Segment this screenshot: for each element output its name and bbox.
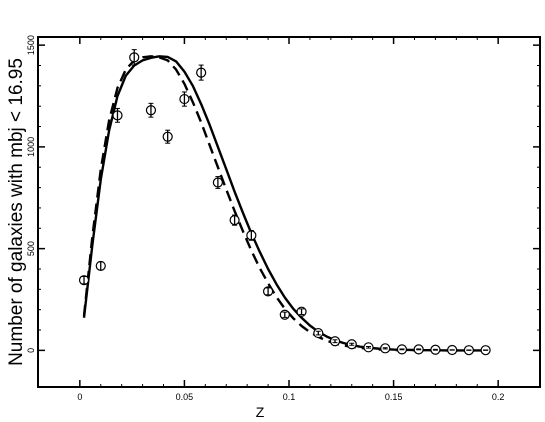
x-tick-label: 0	[77, 392, 82, 402]
x-tick-label: 0.15	[385, 392, 403, 402]
data-point	[413, 344, 424, 355]
data-point	[463, 345, 474, 356]
data-point	[346, 339, 357, 350]
model-curve-solid	[82, 55, 486, 352]
data-point	[329, 336, 341, 347]
y-tick-label: 0	[26, 348, 36, 353]
data-point	[179, 91, 190, 107]
x-tick-label: 0.1	[283, 392, 296, 402]
data-point	[145, 102, 157, 118]
x-tick-label: 0.2	[492, 392, 505, 402]
y-axis-title: Number of galaxies with mbj < 16.95	[6, 58, 27, 366]
model-curve-dashed	[82, 55, 486, 352]
data-point	[112, 107, 123, 123]
data-point	[279, 309, 290, 320]
data-points	[78, 49, 491, 356]
data-point	[447, 344, 458, 356]
data-point	[212, 176, 223, 189]
y-tick-label: 1000	[26, 137, 36, 157]
data-point	[95, 260, 106, 272]
data-point	[430, 344, 441, 355]
model-curves	[82, 55, 486, 352]
x-axis-title: Z	[256, 404, 265, 420]
data-point	[129, 49, 140, 66]
data-point	[480, 345, 491, 356]
y-tick-label: 1500	[26, 35, 36, 55]
plot-border	[37, 36, 541, 388]
x-tick-label: 0.05	[176, 392, 194, 402]
data-point	[296, 306, 307, 317]
data-point	[246, 230, 257, 241]
data-point	[196, 64, 207, 81]
data-point	[363, 342, 374, 353]
data-point	[78, 275, 90, 286]
x-axis-ticks: 0 0.05 0.1 0.15 0.2	[77, 37, 504, 402]
data-point	[262, 286, 274, 297]
data-point	[380, 343, 391, 354]
data-point	[229, 214, 240, 226]
y-tick-label: 500	[26, 241, 36, 256]
data-point	[313, 327, 324, 339]
plot-frame	[37, 36, 541, 388]
data-point	[396, 344, 408, 355]
data-point	[162, 129, 173, 144]
y-axis-ticks: 0 500 1000 1500	[26, 35, 540, 353]
